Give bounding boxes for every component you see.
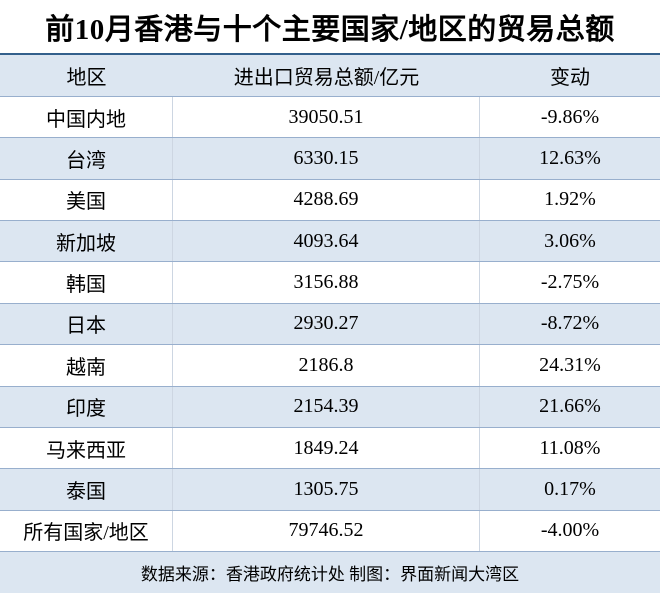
cell-total: 6330.15: [173, 138, 480, 179]
cell-change: 3.06%: [544, 229, 596, 252]
cell-change: 12.63%: [539, 147, 601, 170]
cell-region: 印度: [0, 386, 173, 427]
cell-change: -9.86%: [540, 105, 600, 128]
cell-total: 39050.51: [173, 97, 480, 138]
table-row: 越南 2186.8 24.31%: [0, 345, 660, 387]
cell-total: 4288.69: [173, 179, 480, 221]
table-row: 所有国家/地区 79746.52 -4.00%: [0, 510, 660, 552]
table-row: 印度 2154.39 21.66%: [0, 386, 660, 428]
cell-change: 0.17%: [544, 477, 596, 500]
cell-total: 3156.88: [173, 262, 480, 303]
cell-change: 21.66%: [539, 395, 601, 418]
table-row: 泰国 1305.75 0.17%: [0, 469, 660, 511]
cell-region: 中国内地: [0, 97, 173, 138]
cell-region: 韩国: [0, 262, 173, 303]
cell-region: 越南: [0, 345, 173, 386]
page-title: 前10月香港与十个主要国家/地区的贸易总额: [45, 13, 615, 46]
cell-change: 11.08%: [539, 436, 601, 459]
cell-change: 1.92%: [544, 188, 596, 211]
table-row: 马来西亚 1849.24 11.08%: [0, 427, 660, 470]
table-row: 美国 4288.69 1.92%: [0, 179, 660, 222]
cell-region: 新加坡: [0, 221, 173, 262]
cell-change: 24.31%: [539, 353, 601, 376]
header-cell-region: 地区: [66, 67, 107, 89]
header-cell-change: 变动: [550, 67, 590, 89]
cell-total: 2154.39: [173, 386, 480, 427]
cell-change: -4.00%: [540, 519, 600, 542]
cell-region: 马来西亚: [0, 427, 173, 469]
cell-total: 2930.27: [173, 303, 480, 345]
cell-region: 所有国家/地区: [0, 510, 173, 551]
header-cell-total: 进出口贸易总额/亿元: [233, 67, 420, 89]
cell-region: 台湾: [0, 138, 173, 179]
cell-total: 1305.75: [173, 469, 480, 510]
title-bar: 前10月香港与十个主要国家/地区的贸易总额: [0, 0, 660, 55]
cell-total: 79746.52: [173, 510, 480, 551]
cell-change: -2.75%: [540, 271, 600, 294]
table-row: 韩国 3156.88 -2.75%: [0, 262, 660, 304]
cell-region: 日本: [0, 303, 173, 345]
source-note: 数据来源：香港政府统计处 制图：界面新闻大湾区: [140, 565, 520, 584]
cell-total: 2186.8: [173, 345, 480, 386]
footer-bar: 数据来源：香港政府统计处 制图：界面新闻大湾区: [0, 552, 660, 593]
table-header-row: 地区 进出口贸易总额/亿元 变动: [0, 55, 660, 97]
cell-region: 泰国: [0, 469, 173, 510]
cell-region: 美国: [0, 179, 173, 221]
table-row: 中国内地 39050.51 -9.86%: [0, 97, 660, 139]
table-row: 新加坡 4093.64 3.06%: [0, 221, 660, 263]
table-body: 中国内地 39050.51 -9.86% 台湾 6330.15 12.63% 美…: [0, 97, 660, 552]
table-row: 日本 2930.27 -8.72%: [0, 303, 660, 346]
cell-change: -8.72%: [540, 312, 600, 335]
cell-total: 4093.64: [173, 221, 480, 262]
cell-total: 1849.24: [173, 427, 480, 469]
table-row: 台湾 6330.15 12.63%: [0, 138, 660, 180]
